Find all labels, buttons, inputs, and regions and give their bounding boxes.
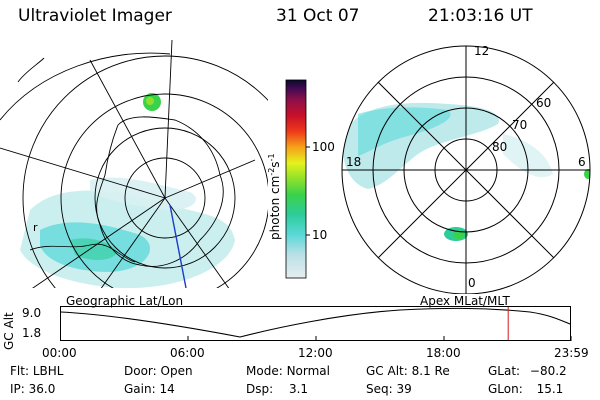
date-label: 31 Oct 07 — [276, 6, 360, 26]
status-seq: Seq: 39 — [366, 382, 412, 396]
altitude-curve — [60, 307, 571, 338]
colorbar-gradient — [285, 79, 307, 279]
apex-polar-plot — [341, 45, 591, 294]
lat-label-80: 80 — [492, 140, 508, 154]
xtick-1200: 12:00 — [298, 346, 333, 360]
left-panel-name: Geographic Lat/Lon — [66, 294, 184, 308]
status-mode: Mode: Normal — [246, 364, 330, 378]
xtick-0600: 06:00 — [170, 346, 205, 360]
status-gain: Gain: 14 — [124, 382, 175, 396]
altitude-timeline — [60, 306, 572, 341]
status-ip: IP: 36.0 — [10, 382, 56, 396]
lat-label-60: 60 — [536, 96, 552, 110]
status-gc-alt: GC Alt: 8.1 Re — [366, 364, 450, 378]
instrument-title: Ultraviolet Imager — [18, 6, 172, 26]
polar-grid — [341, 45, 591, 294]
svg-text:r: r — [33, 221, 38, 234]
xtick-1800: 18:00 — [426, 346, 461, 360]
continent-outline — [96, 116, 224, 267]
colorbar-tick-100: 100 — [312, 140, 335, 154]
ytick-high: 9.0 — [22, 306, 42, 320]
mlt-label-18: 18 — [346, 155, 362, 169]
xtick-0000: 00:00 — [42, 346, 77, 360]
colorbar-label: photon cm-2s-1 — [267, 153, 282, 240]
status-glat: GLat: −80.2 — [488, 364, 567, 378]
mlt-label-12: 12 — [474, 44, 490, 58]
mlt-label-6: 6 — [578, 155, 586, 169]
time-label: 21:03:16 UT — [428, 6, 533, 26]
geographic-map: r — [0, 40, 268, 288]
status-door: Door: Open — [124, 364, 193, 378]
colorbar-tick-10: 10 — [312, 228, 328, 242]
ytick-low: 1.8 — [22, 326, 42, 340]
colorbar — [285, 79, 310, 279]
lat-label-70: 70 — [512, 118, 528, 132]
right-panel-name: Apex MLat/MLT — [420, 294, 510, 308]
xtick-2359: 23:59 — [554, 346, 589, 360]
mlt-label-0: 0 — [468, 276, 476, 290]
timeline-ylabel: GC Alt — [2, 312, 16, 350]
satellite-track — [169, 204, 187, 288]
status-dsp: Dsp: 3.1 — [246, 382, 309, 396]
status-filter: Flt: LBHL — [10, 364, 64, 378]
status-glon: GLon: 15.1 — [488, 382, 564, 396]
